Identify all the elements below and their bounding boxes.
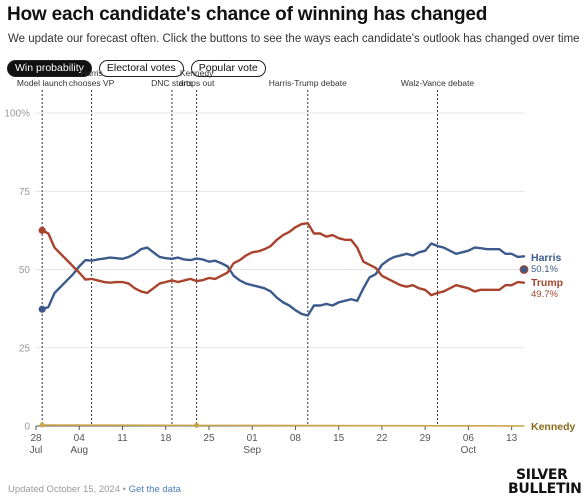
x-tick-label: 18	[160, 433, 172, 444]
x-tick-label: 08	[290, 433, 302, 444]
tab-electoral-votes[interactable]: Electoral votes	[98, 60, 184, 77]
tab-win-probability[interactable]: Win probability	[7, 60, 92, 77]
logo-line-2: BULLETIN	[508, 481, 582, 497]
y-tick-label: 0	[24, 422, 30, 433]
end-value-harris: 50.1%	[531, 264, 558, 275]
x-tick-label: 13	[506, 433, 518, 444]
x-tick-month-label: Sep	[243, 445, 261, 456]
updated-text: Updated October 15, 2024	[8, 484, 120, 495]
event-label: Walz-Vance debate	[401, 78, 475, 88]
series-line-harris	[40, 242, 526, 317]
y-tick-label: 50	[19, 265, 31, 276]
legend-label-harris: Harris	[531, 252, 562, 264]
footer: Updated October 15, 2024 • Get the data	[8, 484, 181, 495]
series-line-kennedy	[41, 424, 525, 427]
series-start-point	[39, 422, 45, 428]
event-label: DNC starts	[151, 78, 193, 88]
event-label: drops out	[179, 78, 215, 88]
event-label: Harris-Trump debate	[269, 78, 347, 88]
chart-subtitle: We update our forecast often. Click the …	[8, 33, 580, 45]
legend-label-trump: Trump	[531, 277, 563, 289]
x-tick-label: 25	[203, 433, 215, 444]
end-value-trump: 49.7%	[531, 289, 558, 300]
tab-popular-vote[interactable]: Popular vote	[190, 60, 266, 77]
y-tick-label: 25	[19, 343, 31, 354]
series-start-point	[38, 305, 46, 313]
x-tick-label: 04	[74, 433, 86, 444]
x-tick-month-label: Aug	[70, 445, 88, 456]
series-start-point	[38, 226, 46, 234]
series-end-point	[519, 265, 529, 274]
series-point	[194, 422, 200, 428]
x-tick-label: 29	[420, 433, 432, 444]
x-tick-label: 22	[376, 433, 388, 444]
event-label: chooses VP	[69, 78, 115, 88]
y-tick-label: 100%	[4, 109, 30, 120]
x-tick-label: 01	[247, 433, 259, 444]
silver-bulletin-logo: SILVER BULLETIN	[508, 468, 582, 496]
event-label: Harris	[80, 68, 103, 78]
legend-label-kennedy: Kennedy	[531, 421, 576, 433]
series-line-trump	[40, 221, 526, 297]
x-tick-month-label: Jul	[30, 445, 43, 456]
logo-line-1: SILVER	[516, 467, 568, 483]
y-tick-label: 75	[19, 187, 31, 198]
event-label: Kennedy	[180, 68, 214, 78]
chart-title: How each candidate's chance of winning h…	[7, 4, 488, 25]
footer-separator: •	[119, 484, 129, 495]
x-tick-label: 11	[117, 433, 128, 444]
get-data-link[interactable]: Get the data	[128, 484, 181, 495]
x-tick-label: 06	[463, 433, 475, 444]
x-tick-label: 15	[333, 433, 345, 444]
metric-tabs: Win probability Electoral votes Popular …	[7, 60, 266, 77]
x-tick-label: 28	[30, 433, 42, 444]
x-tick-month-label: Oct	[461, 445, 477, 456]
event-label: Model launch	[17, 78, 68, 88]
